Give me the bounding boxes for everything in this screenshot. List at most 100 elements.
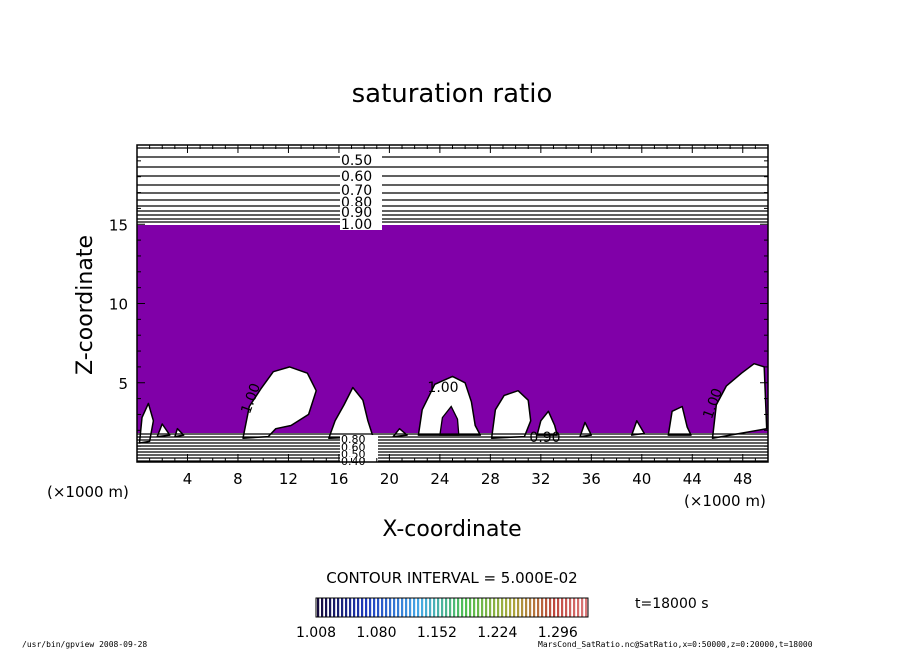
colorbar-stripe bbox=[405, 598, 408, 617]
cloud-blob bbox=[174, 427, 185, 438]
colorbar-tick-labels: 1.008 1.080 1.152 1.224 1.296 bbox=[296, 625, 578, 641]
contour-label-bg bbox=[340, 218, 382, 230]
upper-contour-label: 1.00 bbox=[341, 217, 372, 233]
x-tick-label: 36 bbox=[582, 470, 601, 488]
contour-label-bg bbox=[340, 196, 382, 208]
y-tick-label: 15 bbox=[109, 216, 128, 234]
colorbar-tick-label: 1.296 bbox=[538, 625, 578, 641]
footer-command: /usr/bin/gpview 2008-09-28 bbox=[22, 640, 148, 649]
colorbar-stripe bbox=[397, 598, 400, 617]
colorbar-stripe bbox=[377, 598, 380, 617]
lower-contour-label: 0.80 bbox=[341, 433, 366, 446]
colorbar-stripe bbox=[317, 598, 320, 617]
cloud-blob bbox=[711, 362, 768, 439]
x-unit-label-left: (×1000 m) bbox=[47, 483, 129, 501]
x-tick-label: 32 bbox=[531, 470, 550, 488]
colorbar-stripe bbox=[421, 598, 424, 617]
x-tick-label: 4 bbox=[183, 470, 193, 488]
colorbar-stripe bbox=[501, 598, 504, 617]
contour-interval: CONTOUR INTERVAL = 5.000E-02 bbox=[326, 569, 577, 587]
x-tick-label: 12 bbox=[279, 470, 298, 488]
contour-label-bg bbox=[340, 206, 382, 218]
colorbar-stripe bbox=[429, 598, 432, 617]
colorbar-stripe bbox=[357, 598, 360, 617]
colorbar-stripe bbox=[441, 598, 444, 617]
x-tick-label: 8 bbox=[233, 470, 243, 488]
colorbar-stripe bbox=[477, 598, 480, 617]
colorbar-stripe bbox=[437, 598, 440, 617]
lower-contour-lines bbox=[137, 433, 768, 462]
upper-contour-lines bbox=[137, 147, 768, 223]
x-axis-label: X-coordinate bbox=[382, 517, 521, 542]
x-tick-label: 16 bbox=[329, 470, 348, 488]
colorbar-frame bbox=[315, 597, 589, 618]
colorbar-stripe bbox=[557, 598, 560, 617]
colorbar-stripe bbox=[521, 598, 524, 617]
x-tick-label: 48 bbox=[733, 470, 752, 488]
inner-contour-label: 0.90 bbox=[529, 430, 560, 446]
cloud-blob bbox=[536, 410, 558, 436]
colorbar-stripe bbox=[525, 598, 528, 617]
time-label: t=18000 s bbox=[635, 596, 709, 612]
colorbar-stripe bbox=[489, 598, 492, 617]
upper-contour-label: 0.60 bbox=[341, 169, 372, 185]
cloud-blob bbox=[242, 366, 317, 439]
colorbar-stripe bbox=[401, 598, 404, 617]
x-tick-label: 28 bbox=[481, 470, 500, 488]
colorbar-stripe bbox=[529, 598, 532, 617]
colorbar-stripe bbox=[321, 598, 324, 617]
y-tick-label: 10 bbox=[109, 296, 128, 314]
contour-label-bg bbox=[340, 170, 382, 182]
colorbar-stripe bbox=[541, 598, 544, 617]
colorbar-stripe bbox=[493, 598, 496, 617]
inner-contour-label: 1.00 bbox=[427, 380, 458, 396]
contour-label-bg bbox=[340, 443, 378, 452]
colorbar-stripe bbox=[349, 598, 352, 617]
colorbar-stripe bbox=[473, 598, 476, 617]
x-tick-label: 24 bbox=[430, 470, 449, 488]
colorbar-stripe bbox=[485, 598, 488, 617]
colorbar-stripe bbox=[581, 598, 584, 617]
colorbar-stripe bbox=[433, 598, 436, 617]
x-tick-label: 40 bbox=[632, 470, 651, 488]
upper-contour-label: 0.90 bbox=[341, 205, 372, 221]
colorbar-stripe bbox=[481, 598, 484, 617]
cloud-blob bbox=[667, 405, 692, 436]
colorbar-stripe bbox=[369, 598, 372, 617]
colorbar-stripe bbox=[465, 598, 468, 617]
x-tick-label: 20 bbox=[380, 470, 399, 488]
colorbar-stripe bbox=[453, 598, 456, 617]
colorbar-stripe bbox=[457, 598, 460, 617]
colorbar-stripe bbox=[505, 598, 508, 617]
colorbar-stripe bbox=[365, 598, 368, 617]
contour-label-bg bbox=[340, 435, 378, 444]
cloud-blob bbox=[579, 421, 593, 438]
colorbar-stripe bbox=[537, 598, 540, 617]
colorbar bbox=[316, 598, 588, 617]
colorbar-stripe bbox=[333, 598, 336, 617]
colorbar-stripe bbox=[425, 598, 428, 617]
colorbar-stripe bbox=[509, 598, 512, 617]
colorbar-stripe bbox=[565, 598, 568, 617]
colorbar-stripe bbox=[533, 598, 536, 617]
y-tick-label: 5 bbox=[118, 375, 128, 393]
contour-label-bg bbox=[340, 184, 382, 196]
colorbar-stripe bbox=[569, 598, 572, 617]
contour-label-bg bbox=[340, 154, 382, 166]
x-tick-label: 44 bbox=[683, 470, 702, 488]
colorbar-stripe bbox=[573, 598, 576, 617]
colorbar-stripe bbox=[417, 598, 420, 617]
colorbar-stripe bbox=[345, 598, 348, 617]
colorbar-stripe bbox=[513, 598, 516, 617]
upper-contour-label: 0.50 bbox=[341, 153, 372, 169]
x-unit-label-right: (×1000 m) bbox=[684, 492, 766, 510]
colorbar-stripe bbox=[325, 598, 328, 617]
colorbar-stripe bbox=[381, 598, 384, 617]
colorbar-stripe bbox=[497, 598, 500, 617]
cloud-blob bbox=[138, 402, 155, 444]
colorbar-stripe bbox=[461, 598, 464, 617]
colorbar-stripe bbox=[373, 598, 376, 617]
colorbar-stripe bbox=[337, 598, 340, 617]
colorbar-stripe bbox=[553, 598, 556, 617]
